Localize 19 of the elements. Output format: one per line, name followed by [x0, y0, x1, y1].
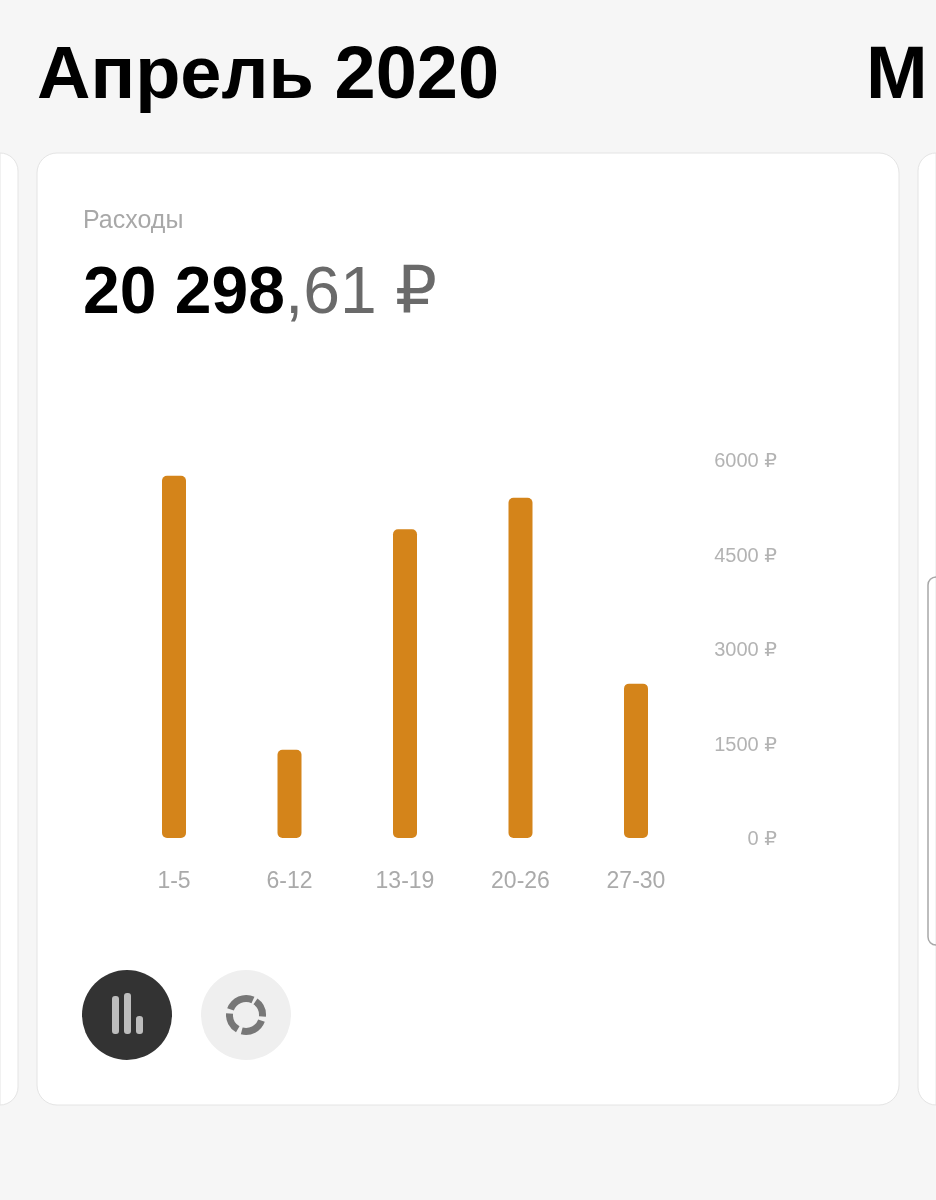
x-tick-label: 13-19: [375, 867, 435, 893]
chart-title: Апрель 2020: [37, 31, 500, 114]
text: 20 298,61 ₽: [83, 253, 437, 327]
bar: [393, 529, 417, 838]
bar: [162, 475, 186, 838]
text: М: [866, 31, 928, 114]
x-tick-label: 1-5: [157, 867, 191, 893]
chart-subtitle: Расходы: [83, 205, 184, 233]
x-tick-label: 27-30: [606, 867, 666, 893]
bar: [508, 497, 533, 838]
y-tick-label: 1500 ₽: [714, 732, 778, 755]
x-tick-label: 20-26: [491, 867, 550, 893]
x-tick-label: 6-12: [266, 867, 313, 893]
y-tick-label: 4500 ₽: [714, 543, 778, 566]
y-tick-label: 3000 ₽: [714, 638, 778, 660]
bar: [624, 683, 648, 838]
y-tick-label: 6000 ₽: [714, 449, 778, 471]
y-tick-label: 0 ₽: [747, 827, 778, 849]
bar: [277, 749, 302, 838]
